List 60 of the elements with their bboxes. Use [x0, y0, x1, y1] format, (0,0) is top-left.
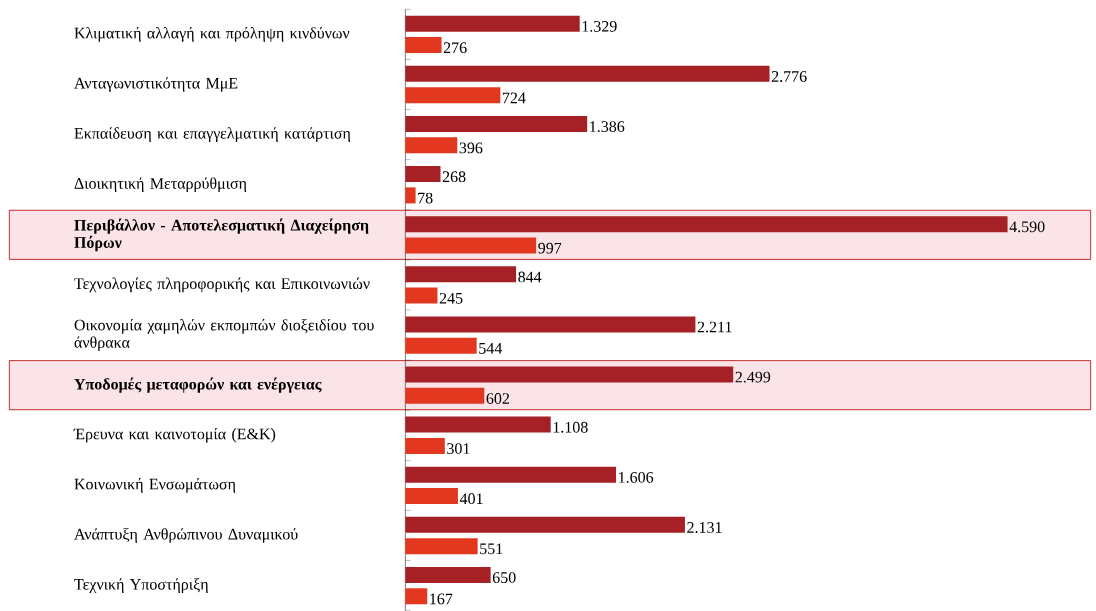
y-tick-label: Ανταγωνιστικότητα ΜμΕ [74, 77, 238, 92]
bar [405, 87, 501, 104]
data-label: 544 [479, 343, 503, 354]
bar [405, 166, 441, 183]
bar [405, 488, 458, 505]
bar [405, 416, 551, 433]
bar [405, 15, 580, 32]
bar [405, 37, 442, 54]
data-label: 650 [492, 572, 516, 584]
bar [405, 187, 416, 204]
data-label: 724 [502, 92, 526, 104]
y-tick-label: Ανάπτυξη Ανθρώπινου Δυναμικού [74, 528, 298, 543]
data-label: 997 [538, 242, 562, 254]
data-label: 1.606 [619, 471, 654, 483]
y-tick-label: Κοινωνική Ενσωμάτωση [74, 478, 236, 493]
data-label: 245 [439, 292, 463, 304]
bar [405, 538, 478, 555]
data-label: 276 [443, 42, 467, 54]
data-label: 167 [430, 593, 453, 605]
bar [405, 366, 734, 383]
y-tick-label: Τεχνολογίες πληροφορικής και Επικοινωνιών [74, 277, 370, 293]
bar [405, 337, 477, 354]
bar [405, 437, 445, 454]
bar [405, 287, 438, 304]
bar [405, 387, 485, 404]
y-tick-label: Υποδομές μεταφορών και ενέργειας [74, 377, 322, 393]
bar [405, 466, 617, 483]
data-label: 2.211 [697, 321, 732, 333]
bar [405, 137, 458, 154]
data-label: 2.499 [735, 371, 771, 383]
data-label: 1.386 [590, 121, 625, 133]
data-label: 1.108 [553, 421, 588, 433]
bar [405, 266, 517, 283]
bar [405, 216, 1008, 233]
bar [405, 516, 685, 533]
data-label: 268 [442, 171, 466, 183]
y-tick-label: Διοικητική Μεταρρύθμιση [74, 177, 247, 193]
y-tick-label: Οικονομία χαμηλών εκπομπών διοξειδίου του άνθρακα [74, 319, 374, 352]
data-label: 2.131 [687, 522, 722, 533]
y-tick-label: Εκπαίδευση και επαγγελματική κατάρτιση [74, 127, 351, 142]
y-tick-label: Κλιματική αλλαγή και πρόληψη κινδύνων [74, 27, 350, 42]
bar [405, 316, 696, 333]
data-label: 401 [459, 493, 483, 505]
bar [405, 115, 588, 132]
data-label: 78 [418, 192, 433, 204]
data-label: 602 [486, 393, 510, 404]
bar [405, 588, 428, 605]
bar [405, 65, 770, 82]
data-label: 551 [480, 543, 503, 555]
data-label: 301 [447, 443, 470, 455]
data-label: 844 [518, 271, 542, 283]
data-label: 1.329 [582, 21, 617, 32]
y-tick-label: Έρευνα και καινοτομία (Ε&Κ) [73, 427, 276, 443]
bar [405, 237, 537, 254]
data-label: 2.776 [771, 71, 807, 82]
bar [405, 566, 491, 583]
y-tick-label: Περιβάλλον - Αποτελεσματική Διαχείρηση Πόρων [74, 218, 369, 252]
data-label: 4.590 [1009, 221, 1045, 233]
data-label: 396 [459, 142, 483, 154]
y-tick-label: Τεχνική Υποστήριξη [74, 578, 208, 593]
